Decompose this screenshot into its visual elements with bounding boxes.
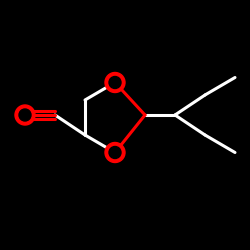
Circle shape bbox=[109, 146, 121, 158]
Circle shape bbox=[19, 109, 31, 121]
Circle shape bbox=[105, 142, 125, 163]
Circle shape bbox=[109, 76, 121, 88]
Circle shape bbox=[105, 72, 125, 92]
Circle shape bbox=[15, 105, 35, 125]
